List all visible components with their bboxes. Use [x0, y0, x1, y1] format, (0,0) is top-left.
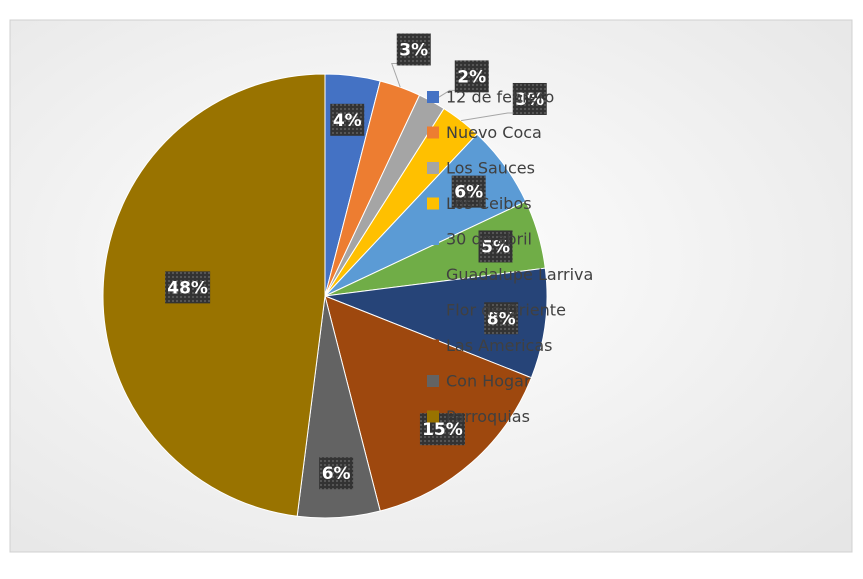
legend-label: Flor de Oriente	[446, 301, 566, 320]
data-label-box	[484, 302, 519, 335]
pie	[102, 73, 548, 519]
data-label-box	[165, 271, 211, 304]
legend-swatch	[427, 233, 439, 245]
data-label: 3%	[399, 40, 428, 60]
legend-swatch	[427, 304, 439, 316]
legend-swatch	[427, 91, 439, 103]
data-label-box	[330, 103, 365, 136]
legend-label: Las Americas	[446, 336, 552, 355]
legend-label: Nuevo Coca	[446, 123, 542, 142]
legend-swatch	[427, 197, 439, 210]
data-label-box	[451, 175, 486, 208]
legend-label: Los Ceibos	[446, 194, 532, 213]
legend-swatch	[427, 375, 439, 387]
legend: 12 de febrero Nuevo Coca Los Sauces Los Cei…	[427, 88, 593, 426]
legend-swatch	[427, 410, 439, 423]
legend-label: Con Hogar	[446, 372, 531, 391]
data-label: 6%	[322, 464, 351, 484]
data-label-box	[319, 457, 354, 490]
legend-swatch	[427, 126, 439, 139]
data-label: 2%	[457, 67, 486, 87]
data-labels: 4% 3% 2% 3% 6% 5% 8% 15% 6% 48%	[165, 33, 547, 490]
data-label-box	[512, 82, 547, 115]
data-label: 48%	[167, 278, 208, 298]
legend-label: Parroquias	[446, 407, 530, 426]
data-label: 3%	[515, 90, 544, 110]
data-label: 15%	[422, 420, 463, 440]
legend-label: Los Sauces	[446, 159, 535, 178]
data-label: 4%	[333, 111, 362, 131]
legend-label: 12 de febrero	[446, 88, 554, 107]
legend-label: Guadalupe Larriva	[446, 265, 593, 284]
data-label: 6%	[454, 183, 483, 203]
legend-swatch	[427, 162, 439, 174]
legend-label: 30 de abril	[446, 230, 532, 249]
legend-swatch	[427, 268, 439, 281]
data-label: 5%	[481, 237, 510, 257]
data-label-box	[478, 230, 513, 263]
pie-slice	[324, 267, 548, 379]
data-label-box	[454, 60, 489, 93]
data-label-box	[396, 33, 431, 66]
legend-swatch	[427, 339, 439, 352]
pie-slice	[324, 295, 533, 512]
data-label: 8%	[487, 309, 516, 329]
pie-slice	[102, 73, 326, 517]
